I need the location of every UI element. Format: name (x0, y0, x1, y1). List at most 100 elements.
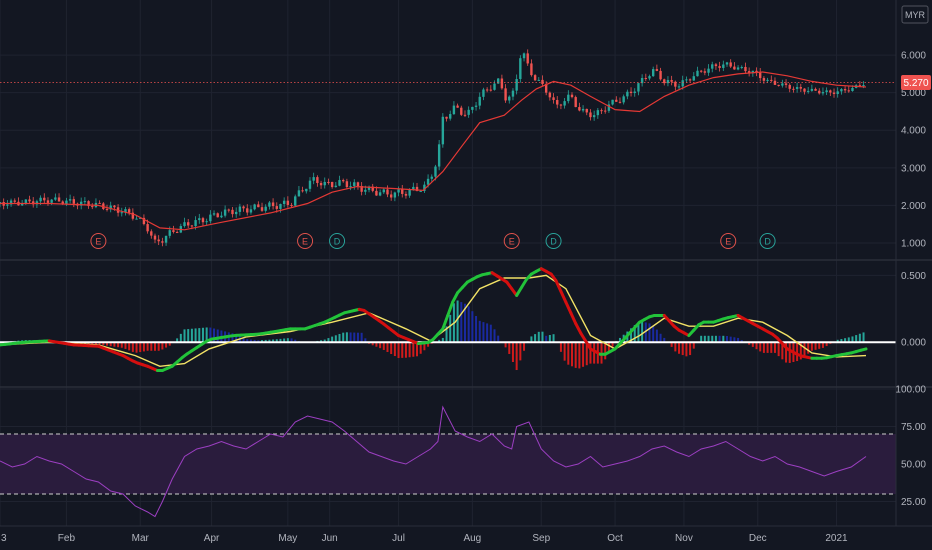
histogram-bar (729, 336, 732, 343)
histogram-bar (441, 337, 444, 343)
histogram-bar (91, 342, 94, 345)
candle-body (220, 215, 223, 218)
histogram-bar (585, 342, 588, 366)
candle-body (124, 209, 127, 213)
candle-body (725, 62, 729, 65)
histogram-bar (807, 342, 810, 354)
candle-body (279, 204, 282, 209)
histogram-bar (725, 336, 728, 343)
candle-body (9, 200, 13, 205)
price-tick-label: 3.000 (901, 163, 926, 174)
candle-body (57, 197, 61, 202)
candle-body (718, 66, 721, 68)
candle-body (736, 67, 740, 70)
candle-body (382, 189, 385, 193)
candle-body (423, 184, 426, 192)
candle-body (164, 235, 168, 243)
candle-body (633, 91, 636, 94)
macd-line-segment (579, 331, 588, 343)
candle-body (109, 205, 112, 210)
histogram-bar (235, 334, 238, 343)
histogram-bar (641, 321, 644, 343)
event-marker-d: D (329, 233, 346, 249)
histogram-bar (397, 342, 400, 359)
candle-body (559, 104, 563, 106)
candle-body (323, 181, 326, 186)
histogram-bar (840, 339, 843, 343)
histogram-bar (755, 342, 758, 350)
histogram-bar (541, 331, 544, 343)
event-marker-e: E (503, 233, 520, 249)
candle-body (231, 209, 234, 215)
histogram-bar (94, 342, 97, 345)
histogram-bar (821, 342, 824, 348)
histogram-bar (692, 342, 695, 349)
candle-body (460, 107, 463, 115)
histogram-bar (106, 342, 109, 346)
candle-body (257, 204, 260, 208)
histogram-bar (135, 342, 138, 353)
histogram-bar (165, 342, 168, 348)
histogram-bar (799, 342, 802, 360)
candle-body (142, 217, 146, 225)
histogram-bar (707, 335, 710, 343)
histogram-bar (810, 342, 813, 351)
histogram-bar (404, 342, 407, 358)
histogram-bar (788, 342, 791, 363)
candle-body (851, 87, 854, 92)
candle-body (640, 77, 644, 84)
histogram-bar (382, 342, 385, 350)
price-tick-label: 1.000 (901, 238, 926, 249)
candle-body (153, 235, 157, 240)
candle-body (282, 200, 286, 205)
histogram-bar (379, 342, 382, 349)
histogram-bar (644, 322, 647, 343)
candle-body (825, 90, 828, 93)
event-marker-label: D (764, 237, 771, 247)
candle-body (784, 83, 788, 85)
histogram-bar (803, 342, 806, 357)
candle-body (437, 144, 441, 167)
candle-body (644, 77, 648, 79)
candle-body (548, 92, 552, 98)
candle-body (729, 62, 732, 67)
histogram-bar (205, 327, 208, 343)
candle-body (456, 105, 459, 108)
candle-body (139, 217, 142, 219)
histogram-bar (515, 342, 518, 371)
histogram-bar (700, 335, 703, 343)
candle-body (312, 177, 315, 181)
histogram-bar (356, 332, 359, 343)
histogram-bar (286, 338, 289, 343)
histogram-bar (796, 342, 799, 362)
candle-body (637, 83, 640, 92)
histogram-bar (117, 342, 120, 348)
rsi-tick-label: 100.00 (895, 385, 926, 396)
histogram-bar (187, 329, 190, 343)
candle-body (419, 191, 422, 193)
histogram-bar (201, 327, 204, 343)
histogram-bar (131, 342, 134, 352)
histogram-bar (168, 342, 171, 346)
rsi-tick-label: 25.00 (901, 497, 926, 508)
histogram-bar (153, 342, 156, 351)
candle-body (611, 99, 614, 105)
time-tick-label: Apr (204, 533, 220, 544)
candle-body (629, 91, 633, 94)
macd-tick-label: 0.000 (901, 338, 926, 349)
histogram-bar (190, 328, 193, 343)
candle-body (50, 199, 53, 203)
candle-body (316, 177, 319, 183)
histogram-bar (519, 342, 522, 361)
histogram-bar (785, 342, 788, 363)
histogram-bar (493, 329, 496, 343)
candle-body (530, 63, 533, 76)
candle-body (714, 64, 718, 67)
histogram-bar (253, 339, 256, 343)
candle-body (131, 212, 135, 219)
candle-body (770, 79, 773, 81)
time-tick-label: May (278, 533, 297, 544)
candle-body (511, 90, 515, 97)
candle-body (799, 87, 803, 89)
